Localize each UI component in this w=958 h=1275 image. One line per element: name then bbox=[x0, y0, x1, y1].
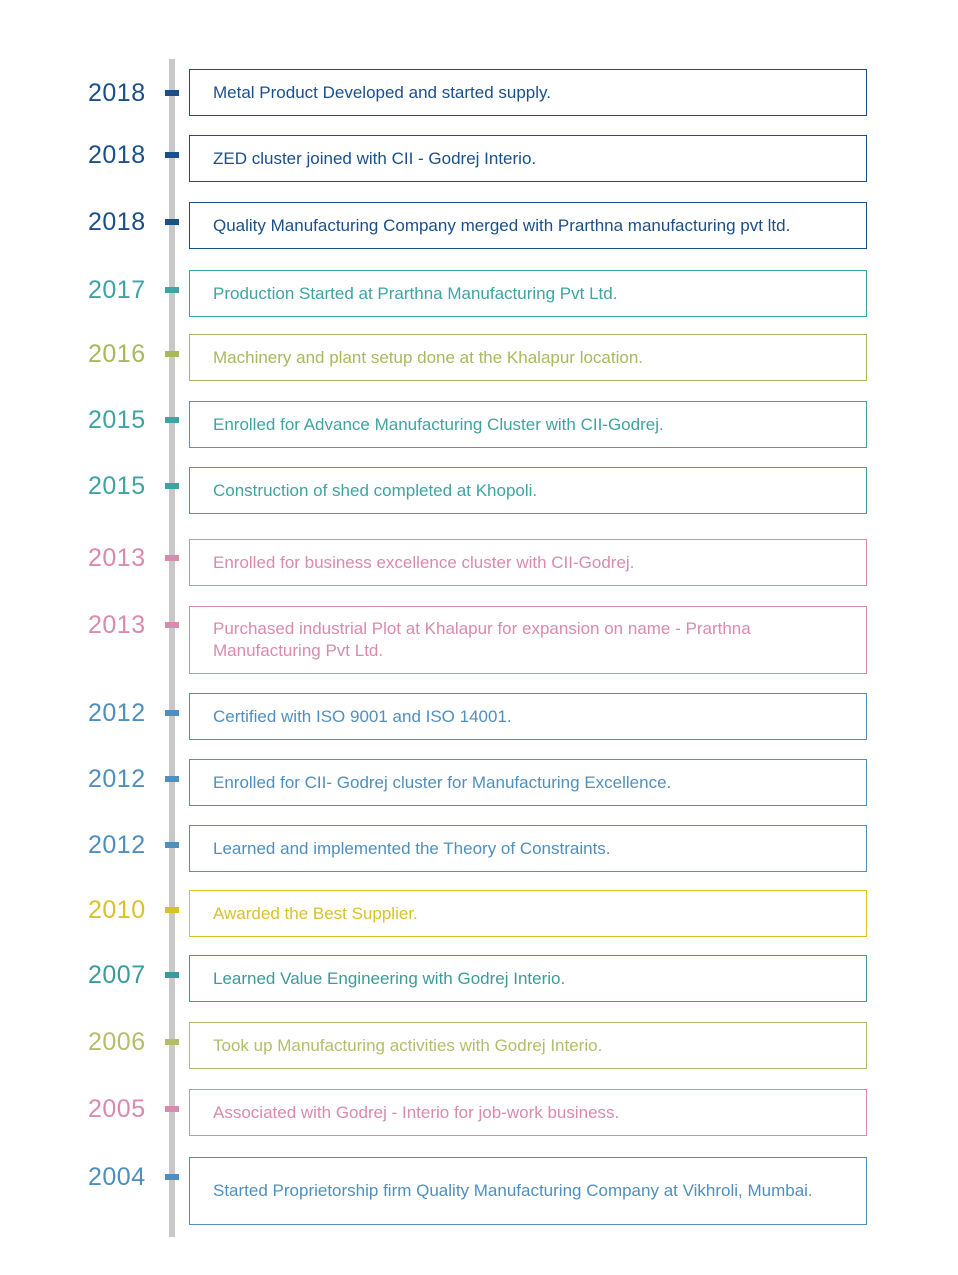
timeline-marker bbox=[165, 483, 179, 489]
timeline-event-box: Enrolled for Advance Manufacturing Clust… bbox=[189, 401, 867, 448]
timeline-event-box: Took up Manufacturing activities with Go… bbox=[189, 1022, 867, 1069]
timeline-event-box: Certified with ISO 9001 and ISO 14001. bbox=[189, 693, 867, 740]
timeline-year: 2005 bbox=[88, 1095, 146, 1123]
timeline-marker bbox=[165, 776, 179, 782]
timeline-event-box: Metal Product Developed and started supp… bbox=[189, 69, 867, 116]
timeline-marker bbox=[165, 710, 179, 716]
timeline-event-text: Construction of shed completed at Khopol… bbox=[213, 480, 538, 500]
timeline-event-text: Purchased industrial Plot at Khalapur fo… bbox=[213, 619, 751, 660]
timeline-event-box: ZED cluster joined with CII - Godrej Int… bbox=[189, 135, 867, 182]
timeline-event-text: Associated with Godrej - Interio for job… bbox=[213, 1102, 620, 1122]
timeline-event-box: Purchased industrial Plot at Khalapur fo… bbox=[189, 606, 867, 674]
timeline-marker bbox=[165, 907, 179, 913]
timeline-marker bbox=[165, 622, 179, 628]
timeline-event-box: Learned Value Engineering with Godrej In… bbox=[189, 955, 867, 1002]
timeline-event-text: Learned and implemented the Theory of Co… bbox=[213, 838, 611, 858]
timeline-event-text: Learned Value Engineering with Godrej In… bbox=[213, 968, 566, 988]
timeline-year: 2016 bbox=[88, 340, 146, 368]
timeline-year: 2017 bbox=[88, 276, 146, 304]
timeline-year: 2012 bbox=[88, 699, 146, 727]
timeline-year: 2013 bbox=[88, 611, 146, 639]
timeline-marker bbox=[165, 351, 179, 357]
timeline-event-box: Construction of shed completed at Khopol… bbox=[189, 467, 867, 514]
timeline-year: 2010 bbox=[88, 896, 146, 924]
timeline-year: 2015 bbox=[88, 406, 146, 434]
timeline-event-text: Production Started at Prarthna Manufactu… bbox=[213, 283, 618, 303]
timeline-event-box: Enrolled for CII- Godrej cluster for Man… bbox=[189, 759, 867, 806]
timeline-year: 2004 bbox=[88, 1163, 146, 1191]
timeline-event-text: Quality Manufacturing Company merged wit… bbox=[213, 215, 791, 235]
timeline-marker bbox=[165, 287, 179, 293]
timeline-event-box: Enrolled for business excellence cluster… bbox=[189, 539, 867, 586]
timeline-year: 2015 bbox=[88, 472, 146, 500]
timeline-year: 2012 bbox=[88, 831, 146, 859]
timeline-event-box: Learned and implemented the Theory of Co… bbox=[189, 825, 867, 872]
timeline-event-box: Awarded the Best Supplier. bbox=[189, 890, 867, 937]
timeline-marker bbox=[165, 417, 179, 423]
timeline-event-text: Enrolled for business excellence cluster… bbox=[213, 552, 635, 572]
timeline-marker bbox=[165, 219, 179, 225]
timeline-event-text: Took up Manufacturing activities with Go… bbox=[213, 1035, 603, 1055]
timeline-event-text: ZED cluster joined with CII - Godrej Int… bbox=[213, 148, 537, 168]
timeline-event-box: Started Proprietorship firm Quality Manu… bbox=[189, 1157, 867, 1225]
timeline-event-box: Quality Manufacturing Company merged wit… bbox=[189, 202, 867, 249]
timeline-marker bbox=[165, 1039, 179, 1045]
timeline-marker bbox=[165, 152, 179, 158]
timeline-year: 2013 bbox=[88, 544, 146, 572]
timeline-marker bbox=[165, 90, 179, 96]
timeline-line bbox=[169, 59, 175, 1237]
timeline-event-text: Enrolled for CII- Godrej cluster for Man… bbox=[213, 772, 672, 792]
timeline-year: 2018 bbox=[88, 141, 146, 169]
timeline-event-text: Started Proprietorship firm Quality Manu… bbox=[213, 1181, 813, 1200]
timeline-event-box: Machinery and plant setup done at the Kh… bbox=[189, 334, 867, 381]
timeline-event-box: Associated with Godrej - Interio for job… bbox=[189, 1089, 867, 1136]
timeline-marker bbox=[165, 972, 179, 978]
timeline-marker bbox=[165, 1106, 179, 1112]
timeline-marker bbox=[165, 555, 179, 561]
timeline-event-text: Awarded the Best Supplier. bbox=[213, 903, 418, 923]
timeline-event-box: Production Started at Prarthna Manufactu… bbox=[189, 270, 867, 317]
timeline-marker bbox=[165, 1174, 179, 1180]
timeline-year: 2018 bbox=[88, 208, 146, 236]
timeline-year: 2012 bbox=[88, 765, 146, 793]
timeline-marker bbox=[165, 842, 179, 848]
timeline-event-text: Enrolled for Advance Manufacturing Clust… bbox=[213, 414, 664, 434]
timeline-year: 2018 bbox=[88, 79, 146, 107]
timeline-event-text: Machinery and plant setup done at the Kh… bbox=[213, 347, 644, 367]
timeline-event-text: Certified with ISO 9001 and ISO 14001. bbox=[213, 706, 512, 726]
timeline-event-text: Metal Product Developed and started supp… bbox=[213, 82, 551, 102]
timeline-year: 2007 bbox=[88, 961, 146, 989]
timeline-year: 2006 bbox=[88, 1028, 146, 1056]
